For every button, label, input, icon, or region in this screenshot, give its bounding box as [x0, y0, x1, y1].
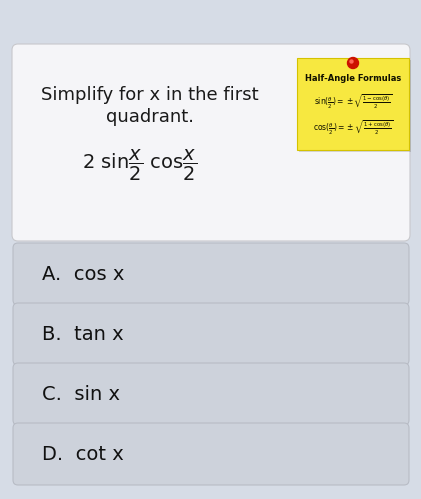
Text: A.  cos x: A. cos x — [42, 264, 124, 283]
FancyBboxPatch shape — [13, 243, 409, 305]
Circle shape — [347, 57, 359, 68]
Text: quadrant.: quadrant. — [106, 108, 194, 126]
FancyBboxPatch shape — [13, 423, 409, 485]
Text: D.  cot x: D. cot x — [42, 445, 124, 464]
FancyBboxPatch shape — [13, 363, 409, 425]
FancyBboxPatch shape — [13, 303, 409, 365]
Text: Simplify for x in the first: Simplify for x in the first — [41, 86, 259, 104]
Text: $2\ \sin\!\dfrac{x}{2}\ \cos\!\dfrac{x}{2}$: $2\ \sin\!\dfrac{x}{2}\ \cos\!\dfrac{x}{… — [83, 148, 197, 183]
FancyBboxPatch shape — [299, 60, 411, 152]
Circle shape — [350, 60, 353, 63]
Text: $\sin(\frac{\theta}{2}) = \pm\sqrt{\frac{1-\cos(\theta)}{2}}$: $\sin(\frac{\theta}{2}) = \pm\sqrt{\frac… — [314, 93, 392, 111]
Text: C.  sin x: C. sin x — [42, 385, 120, 404]
Text: B.  tan x: B. tan x — [42, 324, 124, 343]
FancyBboxPatch shape — [12, 44, 410, 241]
Text: Half-Angle Formulas: Half-Angle Formulas — [305, 73, 401, 82]
Text: $\cos(\frac{\theta}{2}) = \pm\sqrt{\frac{1+\cos(\theta)}{2}}$: $\cos(\frac{\theta}{2}) = \pm\sqrt{\frac… — [313, 119, 393, 137]
FancyBboxPatch shape — [297, 58, 409, 150]
